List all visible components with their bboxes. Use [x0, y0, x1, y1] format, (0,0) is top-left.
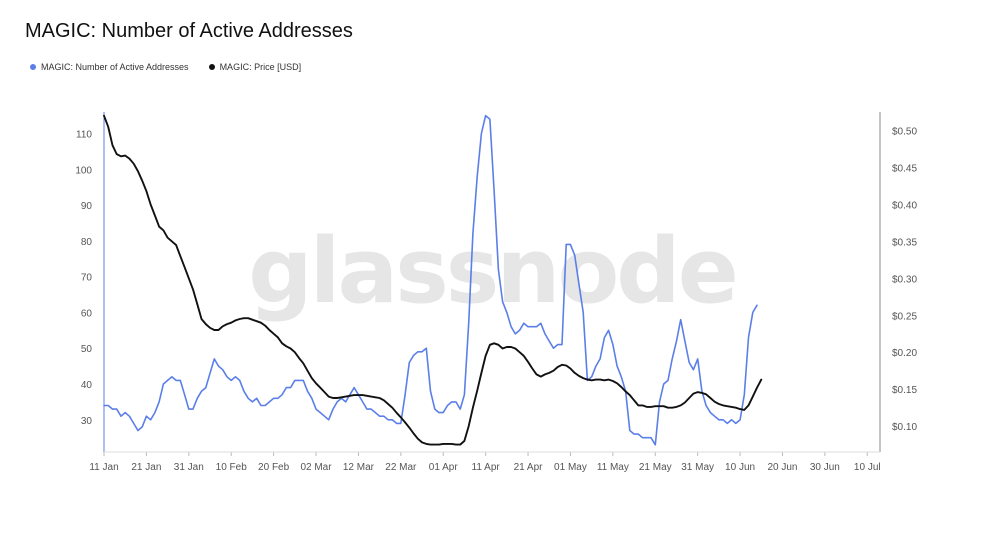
right-tick-label: $0.50 [892, 126, 917, 137]
x-tick-label: 10 Feb [216, 462, 248, 473]
x-tick-label: 30 Jun [810, 462, 840, 473]
x-tick-label: 02 Mar [300, 462, 332, 473]
x-tick-label: 21 Jan [131, 462, 161, 473]
x-tick-label: 11 Apr [472, 462, 501, 473]
series-layer [103, 114, 763, 446]
x-tick-label: 11 Jan [89, 462, 118, 473]
chart-title: MAGIC: Number of Active Addresses [25, 20, 353, 42]
x-tick-label: 21 Apr [514, 462, 544, 473]
x-axis: 11 Jan 21 Jan 31 Jan 10 Feb 20 Feb 02 Mar 12 M… [89, 452, 881, 473]
x-tick-label: 01 May [554, 462, 587, 473]
legend-item-price[interactable]: MAGIC: Price [USD] [208, 62, 302, 72]
right-tick-label: $0.40 [892, 200, 917, 211]
left-tick-label: 80 [81, 237, 93, 248]
watermark: glassnode [248, 219, 736, 324]
x-tick-label: 21 May [639, 462, 672, 473]
left-tick-label: 40 [81, 380, 93, 391]
x-tick-label: 22 Mar [385, 462, 417, 473]
right-tick-label: $0.35 [892, 237, 917, 248]
right-axis: $0.10 $0.15 $0.20 $0.25 $0.30 $0.35 $0.40 $0.45… [892, 126, 917, 433]
x-tick-label: 20 Feb [258, 462, 290, 473]
x-tick-label: 20 Jun [767, 462, 797, 473]
right-tick-label: $0.10 [892, 422, 917, 433]
left-tick-label: 110 [76, 129, 92, 140]
series-line-price [103, 114, 763, 446]
left-tick-label: 60 [81, 308, 93, 319]
right-tick-label: $0.15 [892, 385, 917, 396]
x-tick-label: 31 May [681, 462, 714, 473]
legend-dot-active-addresses [30, 64, 36, 70]
left-tick-label: 90 [81, 201, 93, 212]
x-tick-label: 31 Jan [174, 462, 204, 473]
legend-dot-price [208, 64, 215, 70]
right-tick-label: $0.30 [892, 274, 917, 285]
right-tick-label: $0.20 [892, 348, 917, 359]
legend-item-active-addresses[interactable]: MAGIC: Number of Active Addresses [30, 62, 189, 72]
x-tick-label: 01 Apr [429, 462, 459, 473]
legend-label-price: MAGIC: Price [USD] [219, 62, 302, 72]
left-tick-label: 70 [81, 273, 93, 284]
legend-label-active-addresses: MAGIC: Number of Active Addresses [41, 62, 189, 72]
x-tick-label: 10 Jul [854, 462, 881, 473]
right-tick-label: $0.45 [892, 163, 917, 174]
series-line-active-addresses [103, 114, 758, 446]
x-tick-label: 12 Mar [343, 462, 375, 473]
left-tick-label: 30 [81, 416, 93, 427]
legend: MAGIC: Number of Active Addresses MAGIC:… [30, 62, 301, 72]
left-tick-label: 100 [75, 165, 92, 176]
right-tick-label: $0.25 [892, 311, 917, 322]
left-tick-label: 50 [81, 344, 93, 355]
x-tick-label: 10 Jun [725, 462, 755, 473]
x-tick-label: 11 May [597, 462, 629, 473]
left-axis: 30 40 50 60 70 80 90 100 110 [75, 129, 92, 426]
